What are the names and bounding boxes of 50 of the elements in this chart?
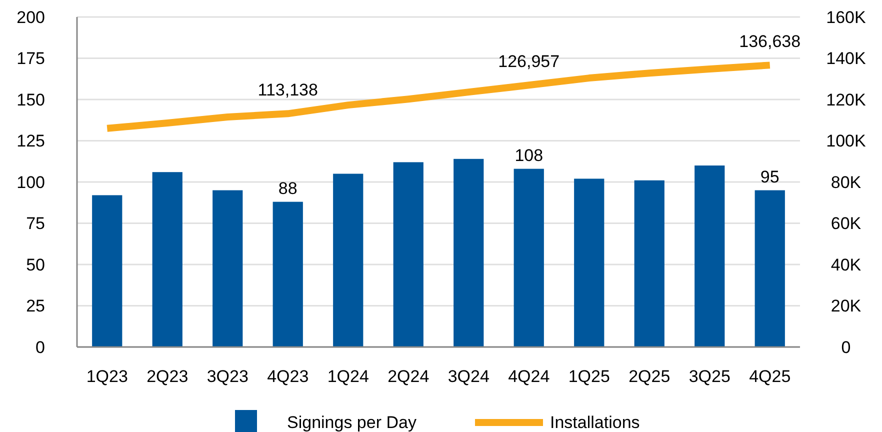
- legend-label: Installations: [550, 413, 640, 432]
- y-tick-label: 150: [16, 90, 45, 110]
- data-label: 113,138: [258, 80, 318, 100]
- bar: [514, 168, 544, 347]
- y2-tick-label: 80K: [830, 172, 862, 192]
- y-tick-label: 75: [26, 214, 45, 234]
- y-tick-label: 125: [16, 132, 45, 151]
- x-tick-label: 3Q24: [448, 367, 490, 386]
- y-tick-label: 0: [36, 338, 45, 357]
- y-tick-label: 175: [16, 49, 45, 68]
- y2-tick-label: 0: [841, 338, 851, 357]
- x-tick-label: 3Q25: [688, 367, 730, 386]
- y2-tick-label: 100K: [826, 132, 867, 151]
- data-label: 95: [760, 167, 780, 186]
- legend-label: Signings per Day: [287, 413, 417, 432]
- data-label: 108: [514, 146, 544, 165]
- x-tick-label: 2Q23: [146, 367, 188, 386]
- y-tick-label: 200: [16, 8, 45, 27]
- x-tick-label: 1Q23: [86, 367, 128, 386]
- y-tick-label: 100: [16, 172, 45, 192]
- y2-tick-label: 20K: [830, 296, 862, 316]
- bar: [454, 158, 484, 347]
- x-tick-label: 3Q23: [206, 367, 248, 386]
- bar: [634, 180, 664, 347]
- bar: [393, 162, 424, 347]
- bar: [574, 178, 604, 347]
- bar: [92, 195, 122, 347]
- x-tick-label: 1Q25: [568, 367, 610, 386]
- bar: [152, 172, 182, 347]
- data-label: 88: [278, 178, 298, 198]
- x-tick-label: 2Q24: [388, 367, 430, 386]
- x-tick-label: 4Q25: [749, 367, 791, 386]
- x-tick-label: 2Q25: [628, 367, 670, 386]
- bar: [333, 174, 364, 347]
- bar: [272, 202, 303, 347]
- bar: [694, 166, 725, 347]
- data-label: 126,957: [498, 52, 560, 72]
- bar: [754, 190, 785, 347]
- bar: [212, 190, 243, 347]
- x-tick-label: 4Q23: [267, 367, 309, 386]
- data-label: 136,638: [739, 32, 801, 52]
- y-tick-label: 25: [26, 296, 45, 316]
- y2-tick-label: 140K: [826, 49, 867, 68]
- y2-tick-label: 120K: [826, 90, 867, 110]
- x-tick-label: 4Q24: [508, 367, 550, 386]
- y2-tick-label: 60K: [830, 214, 862, 234]
- y-tick-label: 50: [26, 255, 45, 274]
- y2-tick-label: 160K: [826, 8, 867, 27]
- x-tick-label: 1Q24: [327, 367, 369, 386]
- y2-tick-label: 40K: [830, 255, 862, 274]
